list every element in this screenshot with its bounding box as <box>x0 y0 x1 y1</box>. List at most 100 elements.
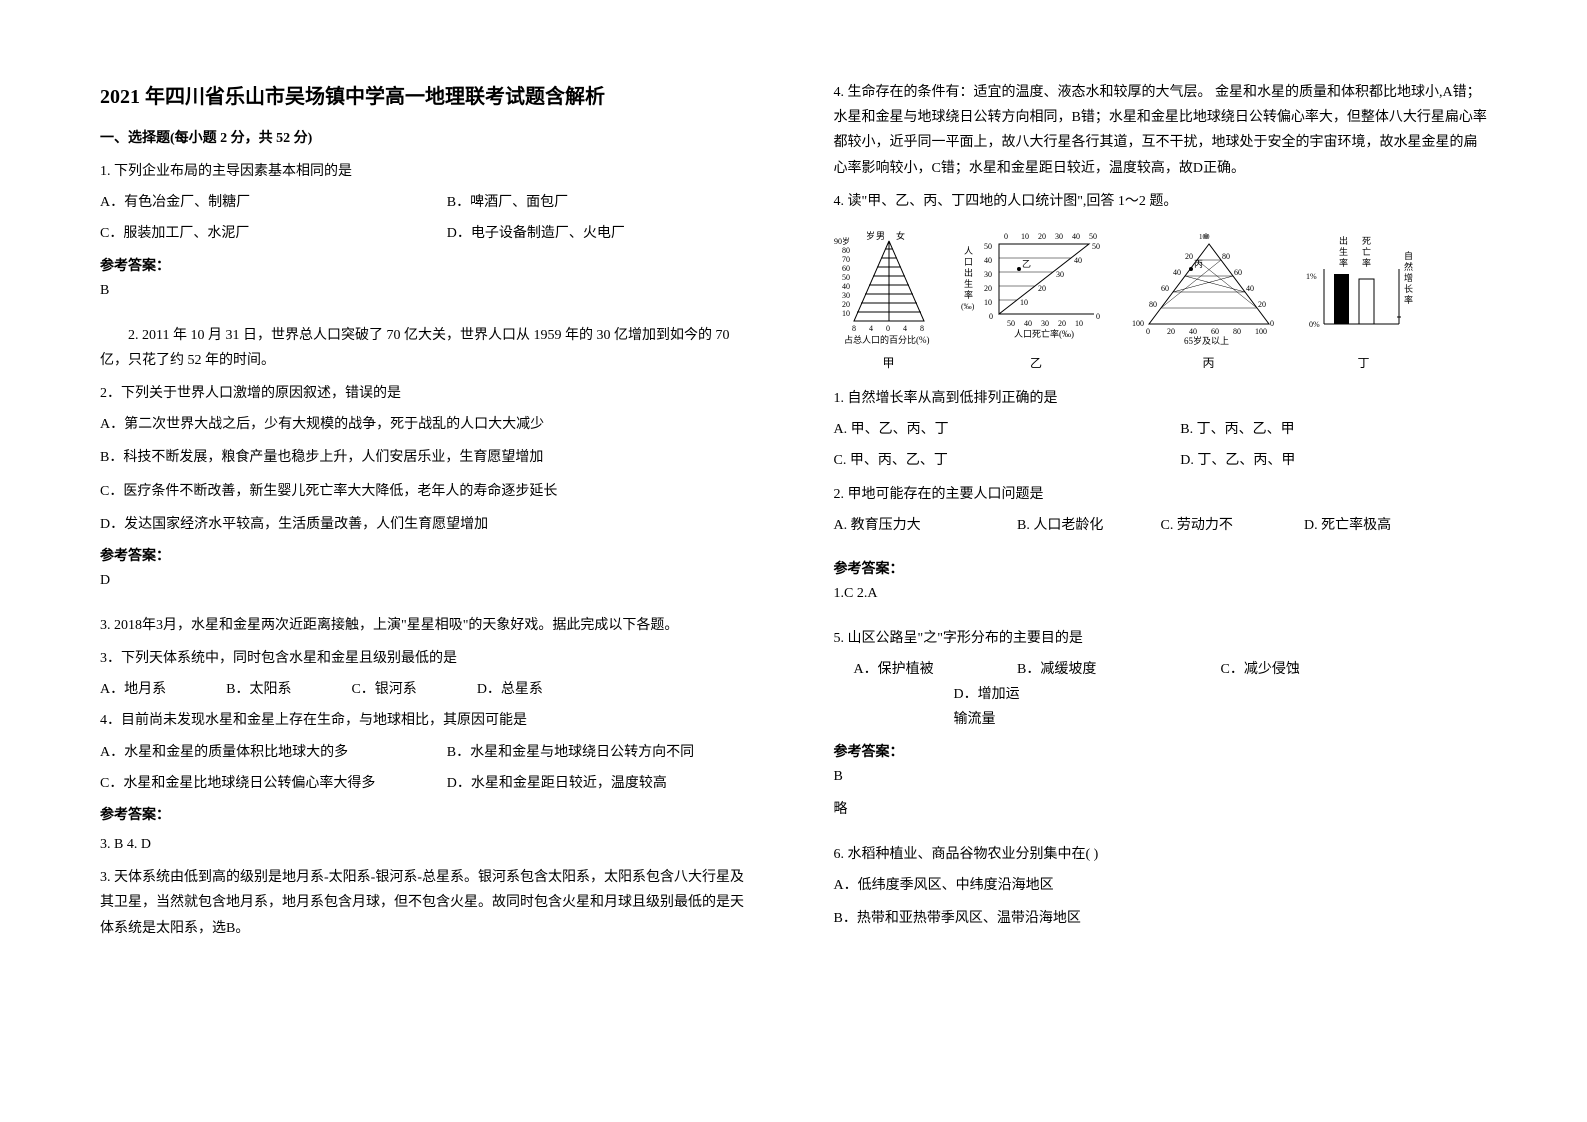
q3-sub2-options: A．水星和金星的质量体积比地球大的多 B．水星和金星与地球绕日公转方向不同 C．… <box>100 740 754 796</box>
q4-sub2-optB: B. 人口老龄化 <box>1017 513 1157 538</box>
pyramid-left <box>854 241 889 321</box>
bing-b0: 0 <box>1146 327 1150 336</box>
bing-l60: 60 <box>1161 284 1169 293</box>
chart-bing: 0 100 20 40 <box>1129 229 1289 371</box>
chart-jia: 岁 男 女 90岁 80 70 60 50 40 30 20 10 <box>834 229 944 371</box>
yi-t3: 30 <box>1055 232 1063 241</box>
bing-b60: 60 <box>1211 327 1219 336</box>
q2-intro: 2. 2011 年 10 月 31 日，世界总人口突破了 70 亿大关，世界人口… <box>100 323 754 373</box>
q1-options: A．有色冶金厂、制糖厂 B．啤酒厂、面包厂 C．服装加工厂、水泥厂 D．电子设备… <box>100 190 754 246</box>
yi-x50: 50 <box>1007 319 1015 328</box>
bing-l100: 100 <box>1132 319 1144 328</box>
yi-xlabel: 人口死亡率(‰) <box>1014 328 1074 339</box>
q4-sub1-text: 1. 自然增长率从高到低排列正确的是 <box>834 386 1488 411</box>
yi-y0: 0 <box>989 312 993 321</box>
q3-sub2-optD: D．水星和金星距日较近，温度较高 <box>447 771 754 796</box>
bing-l40: 40 <box>1173 268 1181 277</box>
chart-jia-x3: 0 <box>886 324 890 333</box>
yi-y20: 20 <box>984 284 992 293</box>
q6-text: 6. 水稻种植业、商品谷物农业分别集中在( ) <box>834 842 1488 867</box>
yi-r20: 20 <box>1038 284 1046 293</box>
q3-sub2-text: 4．目前尚未发现水星和金星上存在生命，与地球相比，其原因可能是 <box>100 708 754 733</box>
q4-sub2-optA: A. 教育压力大 <box>834 513 1014 538</box>
page-title: 2021 年四川省乐山市吴场镇中学高一地理联考试题含解析 <box>100 80 754 109</box>
q3-sub1-options: A．地月系 B．太阳系 C．银河系 D．总星系 <box>100 677 754 702</box>
q2-text: 2．下列关于世界人口激增的原因叙述，错误的是 <box>100 381 754 406</box>
pyramid-chart-svg: 岁 男 女 90岁 80 70 60 50 40 30 20 10 <box>834 229 944 349</box>
question-5: 5. 山区公路呈"之"字形分布的主要目的是 A．保护植被 B．减缓坡度 C．减少… <box>834 626 1488 830</box>
q5-note: 略 <box>834 797 1488 822</box>
yi-r40: 40 <box>1074 256 1082 265</box>
chart-jia-male: 男 <box>876 231 885 241</box>
yi-x30: 30 <box>1041 319 1049 328</box>
bing-l80: 80 <box>1149 300 1157 309</box>
q2-optB: B．科技不断发展，粮食产量也稳步上升，人们安居乐业，生育愿望增加 <box>100 445 754 470</box>
ding-cat1a: 出 <box>1339 235 1348 246</box>
q4-sub2-optD: D. 死亡率极高 <box>1304 513 1391 538</box>
triangle-chart-svg: 0 100 20 40 <box>1129 229 1289 349</box>
yi-t4: 40 <box>1072 232 1080 241</box>
q2-optC: C．医疗条件不断改善，新生婴儿死亡率大大降低，老年人的寿命逐步延长 <box>100 479 754 504</box>
yi-ylabel1: 人 <box>964 246 973 256</box>
q4-sub2-options: A. 教育压力大 B. 人口老龄化 C. 劳动力不 D. 死亡率极高 <box>834 513 1488 538</box>
q3-answer: 3. B 4. D <box>100 832 754 857</box>
yi-y10: 10 <box>984 298 992 307</box>
ding-cat2a: 死 <box>1362 236 1371 246</box>
q3-sub2-optC: C．水星和金星比地球绕日公转偏心率大得多 <box>100 771 407 796</box>
chart-jia-y90: 90岁 <box>834 236 850 246</box>
chart-jia-y40: 40 <box>842 282 850 291</box>
yi-y30: 30 <box>984 270 992 279</box>
yi-r50: 50 <box>1092 242 1100 251</box>
chart-jia-x4: 4 <box>903 324 907 333</box>
chart-jia-y50: 50 <box>842 273 850 282</box>
q1-optB: B．啤酒厂、面包厂 <box>447 190 754 215</box>
q2-answer-label: 参考答案： <box>100 545 754 565</box>
chart-jia-x2: 4 <box>869 324 873 333</box>
chart-jia-xlabel: 占总人口的百分比(%) <box>844 334 930 345</box>
ding-bar2 <box>1359 279 1374 324</box>
chart-yi: 0 10 20 30 40 50 人 口 出 生 率 (‰) 50 40 3 <box>959 229 1114 371</box>
yi-y50: 50 <box>984 242 992 251</box>
q3-sub2-optB: B．水星和金星与地球绕日公转方向不同 <box>447 740 754 765</box>
yi-t5: 50 <box>1089 232 1097 241</box>
q5-optA: A．保护植被 <box>834 657 1014 682</box>
bing-point-label: 丙 <box>1194 259 1203 269</box>
q1-text: 1. 下列企业布局的主导因素基本相同的是 <box>100 159 754 184</box>
q1-answer-label: 参考答案： <box>100 255 754 275</box>
question-6: 6. 水稻种植业、商品谷物农业分别集中在( ) A．低纬度季风区、中纬度沿海地区… <box>834 842 1488 940</box>
q2-optA: A．第二次世界大战之后，少有大规模的战争，死于战乱的人口大大减少 <box>100 412 754 437</box>
ding-right5: 率 <box>1404 294 1413 305</box>
bing-b100: 100 <box>1255 327 1267 336</box>
chart-ding: 出 生 率 死 亡 率 自 然 增 长 率 1% 0% <box>1304 229 1424 371</box>
chart-jia-x1: 8 <box>852 324 856 333</box>
q4-sub1-optA: A. 甲、乙、丙、丁 <box>834 417 1141 442</box>
q3-answer-label: 参考答案： <box>100 804 754 824</box>
q5-answer: B <box>834 769 1488 785</box>
bing-r80: 80 <box>1222 252 1230 261</box>
yi-ylabel5: 率 <box>964 289 973 300</box>
chart-jia-label: 甲 <box>882 354 894 371</box>
yi-triangle <box>999 244 1089 314</box>
q5-options: A．保护植被 B．减缓坡度 C．减少侵蚀 D．增加运输流量 <box>834 657 1488 733</box>
q4-sub1-options: A. 甲、乙、丙、丁 B. 丁、丙、乙、甲 C. 甲、丙、乙、丁 D. 丁、乙、… <box>834 417 1488 473</box>
q4-intro: 4. 读"甲、乙、丙、丁四地的人口统计图",回答 1～2 题。 <box>834 189 1488 214</box>
pyramid-right <box>889 241 924 321</box>
q3-intro: 3. 2018年3月，水星和金星两次近距离接触，上演"星星相吸"的天象好戏。据此… <box>100 613 754 638</box>
yi-r0: 0 <box>1096 312 1100 321</box>
q1-optA: A．有色冶金厂、制糖厂 <box>100 190 407 215</box>
bing-b80: 80 <box>1233 327 1241 336</box>
chart-jia-y60: 60 <box>842 264 850 273</box>
ding-cat1c: 率 <box>1339 257 1348 268</box>
q5-optD: D．增加运输流量 <box>834 682 1034 732</box>
ding-right1: 自 <box>1404 250 1413 261</box>
q5-optB: B．减缓坡度 <box>1017 657 1217 682</box>
chart-yi-label: 乙 <box>1030 354 1042 371</box>
bing-r60: 60 <box>1234 268 1242 277</box>
q4-answer-label: 参考答案： <box>834 558 1488 578</box>
yi-x40: 40 <box>1024 319 1032 328</box>
q1-optD: D．电子设备制造厂、火电厂 <box>447 221 754 246</box>
bing-r0: 0 <box>1270 319 1274 328</box>
q5-answer-label: 参考答案： <box>834 741 1488 761</box>
charts-row: 岁 男 女 90岁 80 70 60 50 40 30 20 10 <box>834 229 1488 371</box>
q1-optC: C．服装加工厂、水泥厂 <box>100 221 407 246</box>
